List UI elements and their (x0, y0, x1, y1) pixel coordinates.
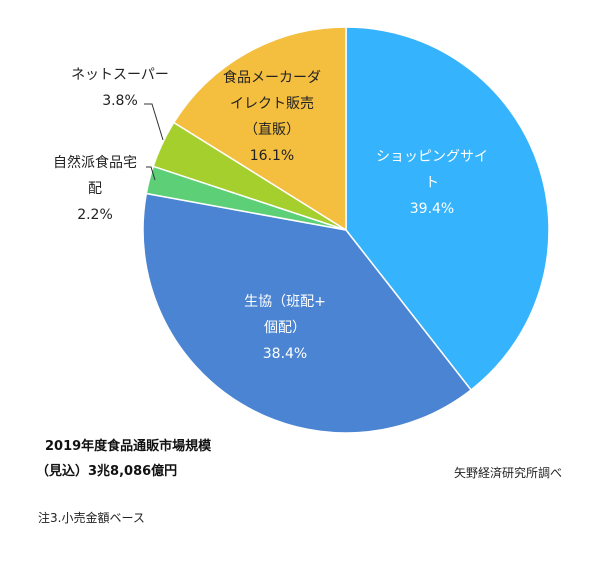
leader-line-net (144, 103, 164, 141)
pie-slice-0 (345, 26, 550, 391)
label-shopping-line1: ショッピングサイ (376, 149, 488, 165)
label-coop-line2: 個配） (264, 320, 306, 336)
label-maker-line3: （直販） (244, 122, 300, 138)
label-coop-pct: 38.4% (262, 346, 308, 362)
label-shizen-line1: 自然派食品宅 (53, 155, 137, 171)
footnote: 注3.小売金額ベース (38, 511, 145, 525)
label-maker-pct: 16.1% (249, 148, 295, 164)
label-shizen: 自然派食品宅 配 2.2% (35, 150, 155, 228)
total-line1: 2019年度食品通販市場規模 (45, 439, 212, 454)
label-shopping-line2: ト (425, 175, 439, 191)
label-shopping-pct: 39.4% (409, 201, 455, 217)
label-maker-line2: イレクト販売 (230, 96, 314, 112)
label-net-line1: ネットスーパー (71, 67, 169, 83)
total-line2: （見込）3兆8,086億円 (36, 464, 178, 479)
label-coop-line1: 生協（班配+ (244, 294, 326, 310)
label-net: ネットスーパー 3.8% (70, 62, 170, 114)
label-shizen-pct: 2.2% (77, 207, 113, 223)
label-shizen-line2: 配 (88, 181, 102, 197)
label-shopping: ショッピングサイ ト 39.4% (372, 144, 492, 222)
pie-slice-1 (142, 192, 473, 434)
leader-line-shizen (146, 166, 156, 181)
label-net-pct: 3.8% (102, 93, 138, 109)
label-coop: 生協（班配+ 個配） 38.4% (225, 289, 345, 367)
label-maker: 食品メーカーダ イレクト販売 （直販） 16.1% (212, 65, 332, 169)
label-maker-line1: 食品メーカーダ (223, 70, 321, 86)
source-note: 矢野経済研究所調べ (454, 466, 563, 480)
pie-slice-4 (172, 26, 347, 232)
